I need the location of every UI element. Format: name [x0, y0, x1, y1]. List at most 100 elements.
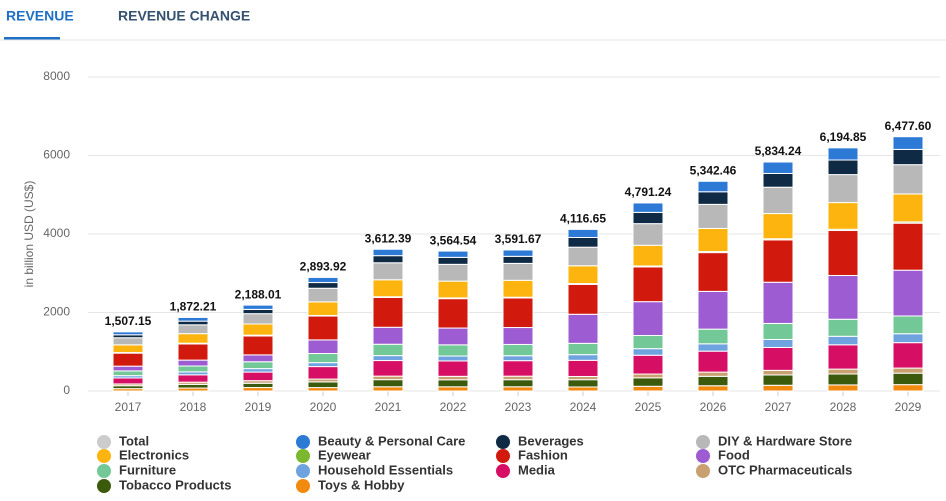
bar-segment: [112, 352, 144, 367]
bar-segment: [112, 337, 144, 346]
bar-segment: [307, 339, 339, 355]
y-tick-label: 2000: [43, 305, 70, 319]
bar-segment: [697, 385, 729, 392]
bar-segment: [697, 203, 729, 229]
bar-segment: [827, 318, 859, 337]
bar-segment: [177, 383, 209, 389]
bar-segment: [502, 375, 534, 381]
x-tick-label: 2020: [310, 400, 337, 414]
bar-segment: [372, 296, 404, 328]
bar-segment: [502, 343, 534, 357]
bar-segment: [177, 333, 209, 344]
bar-segment: [437, 298, 469, 329]
bar-segment: [892, 164, 924, 195]
legend-marker[interactable]: [696, 464, 710, 478]
legend-marker[interactable]: [496, 449, 510, 463]
bar-segment: [307, 366, 339, 380]
bar-segment: [437, 256, 469, 265]
bar-segment: [567, 359, 599, 377]
total-label: 3,591.67: [495, 232, 542, 246]
bar-segment: [502, 279, 534, 298]
x-tick-label: 2024: [570, 400, 597, 414]
legend-label[interactable]: Electronics: [119, 447, 189, 462]
bar-segment: [892, 148, 924, 166]
total-label: 4,791.24: [625, 185, 672, 199]
legend-label[interactable]: Furniture: [119, 462, 176, 477]
legend-label[interactable]: Beauty & Personal Care: [318, 433, 465, 448]
x-tick-label: 2022: [440, 400, 467, 414]
legend-marker[interactable]: [296, 435, 310, 449]
legend-marker[interactable]: [97, 479, 111, 493]
bar-segment: [242, 371, 274, 382]
legend-marker[interactable]: [296, 479, 310, 493]
bar-segment: [762, 338, 794, 348]
bar-segment: [762, 186, 794, 215]
legend-marker[interactable]: [496, 464, 510, 478]
legend-label[interactable]: Beverages: [518, 433, 584, 448]
tab-revenue[interactable]: REVENUE: [6, 8, 74, 24]
bar-segment: [502, 262, 534, 281]
legend-marker[interactable]: [296, 449, 310, 463]
x-tick-label: 2017: [115, 400, 142, 414]
bar-segment: [112, 331, 144, 336]
bar-segment: [307, 315, 339, 341]
bar-segment: [762, 172, 794, 188]
bar-segment: [437, 327, 469, 346]
bar-segment: [827, 274, 859, 320]
x-tick-label: 2026: [700, 400, 727, 414]
tab-revenue-change[interactable]: REVENUE CHANGE: [118, 8, 250, 24]
bar-segment: [567, 228, 599, 238]
bar-segment: [307, 282, 339, 289]
bar-segment: [632, 223, 664, 246]
bar-segment: [567, 379, 599, 388]
bar-segment: [112, 370, 144, 377]
legend-marker[interactable]: [296, 464, 310, 478]
legend-label[interactable]: Tobacco Products: [119, 477, 231, 492]
bar-segment: [502, 360, 534, 377]
x-tick-label: 2025: [635, 400, 662, 414]
legend-label[interactable]: Fashion: [518, 447, 568, 462]
legend-marker[interactable]: [97, 449, 111, 463]
x-tick-label: 2018: [180, 400, 207, 414]
x-tick-label: 2027: [765, 400, 792, 414]
bar-segment: [372, 326, 404, 345]
legend-marker[interactable]: [97, 464, 111, 478]
bar-segment: [632, 377, 664, 387]
legend-label[interactable]: Eyewear: [318, 447, 371, 462]
bar-segment: [242, 368, 274, 373]
bar-segment: [632, 266, 664, 303]
bar-segment: [827, 202, 859, 230]
bar-segment: [892, 136, 924, 150]
legend-label[interactable]: Total: [119, 433, 149, 448]
legend-marker[interactable]: [496, 435, 510, 449]
bar-segment: [827, 230, 859, 276]
bar-segment: [437, 379, 469, 388]
total-label: 1,872.21: [170, 300, 217, 314]
legend-marker[interactable]: [696, 435, 710, 449]
bar-segment: [697, 191, 729, 205]
bar-segment: [502, 386, 534, 392]
bar-segment: [502, 327, 534, 345]
bar-segment: [502, 297, 534, 329]
legend-label[interactable]: OTC Pharmaceuticals: [718, 462, 852, 477]
bar-segment: [892, 315, 924, 335]
legend-label[interactable]: Household Essentials: [318, 462, 453, 477]
total-label: 6,477.60: [885, 119, 932, 133]
legend-marker[interactable]: [97, 435, 111, 449]
bar-segment: [437, 375, 469, 381]
legend-label[interactable]: Toys & Hobby: [318, 477, 405, 492]
bar-segment: [372, 379, 404, 388]
bar-segment: [177, 316, 209, 322]
bar-segment: [242, 354, 274, 363]
legend-label[interactable]: Media: [518, 462, 556, 477]
bar-segment: [632, 202, 664, 213]
bar-segment: [697, 350, 729, 373]
legend-label[interactable]: Food: [718, 447, 750, 462]
legend-marker[interactable]: [696, 449, 710, 463]
bar-segment: [372, 255, 404, 264]
bar-segment: [112, 377, 144, 385]
bar-segment: [307, 276, 339, 284]
bar-segment: [372, 375, 404, 381]
legend-label[interactable]: DIY & Hardware Store: [718, 433, 852, 448]
bar-segment: [827, 147, 859, 161]
